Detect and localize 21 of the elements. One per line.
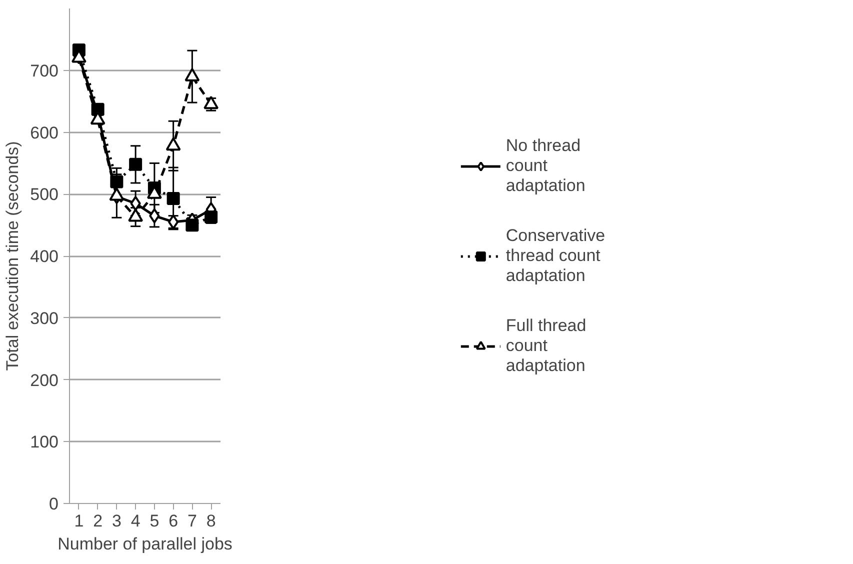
y-axis-title: Total execution time (seconds) xyxy=(3,141,22,371)
y-tick-label: 500 xyxy=(30,185,59,204)
y-tick-label: 200 xyxy=(30,370,59,390)
x-tick-label: 4 xyxy=(130,512,140,530)
y-tick-label: 100 xyxy=(30,432,59,452)
x-tick-label: 2 xyxy=(93,512,103,530)
x-axis-title: Number of parallel jobs xyxy=(58,534,232,554)
x-tick-label: 3 xyxy=(112,512,122,530)
x-tick-label: 5 xyxy=(150,512,160,530)
y-tick-label: 400 xyxy=(30,247,59,266)
y-tick-label: 700 xyxy=(30,61,59,80)
y-tick-label: 300 xyxy=(30,308,59,328)
x-tick-label: 6 xyxy=(168,512,178,530)
x-tick-label: 1 xyxy=(74,512,84,530)
legend-label: Conservative thread count adaptation xyxy=(506,226,606,286)
y-tick-label: 600 xyxy=(30,123,59,142)
y-tick-label: 0 xyxy=(49,494,59,514)
x-tick-label: 7 xyxy=(187,512,197,530)
legend-label: Full thread count adaptation xyxy=(506,316,586,376)
legend-label: No thread count adaptation xyxy=(506,136,586,196)
x-tick-label: 8 xyxy=(206,512,216,530)
